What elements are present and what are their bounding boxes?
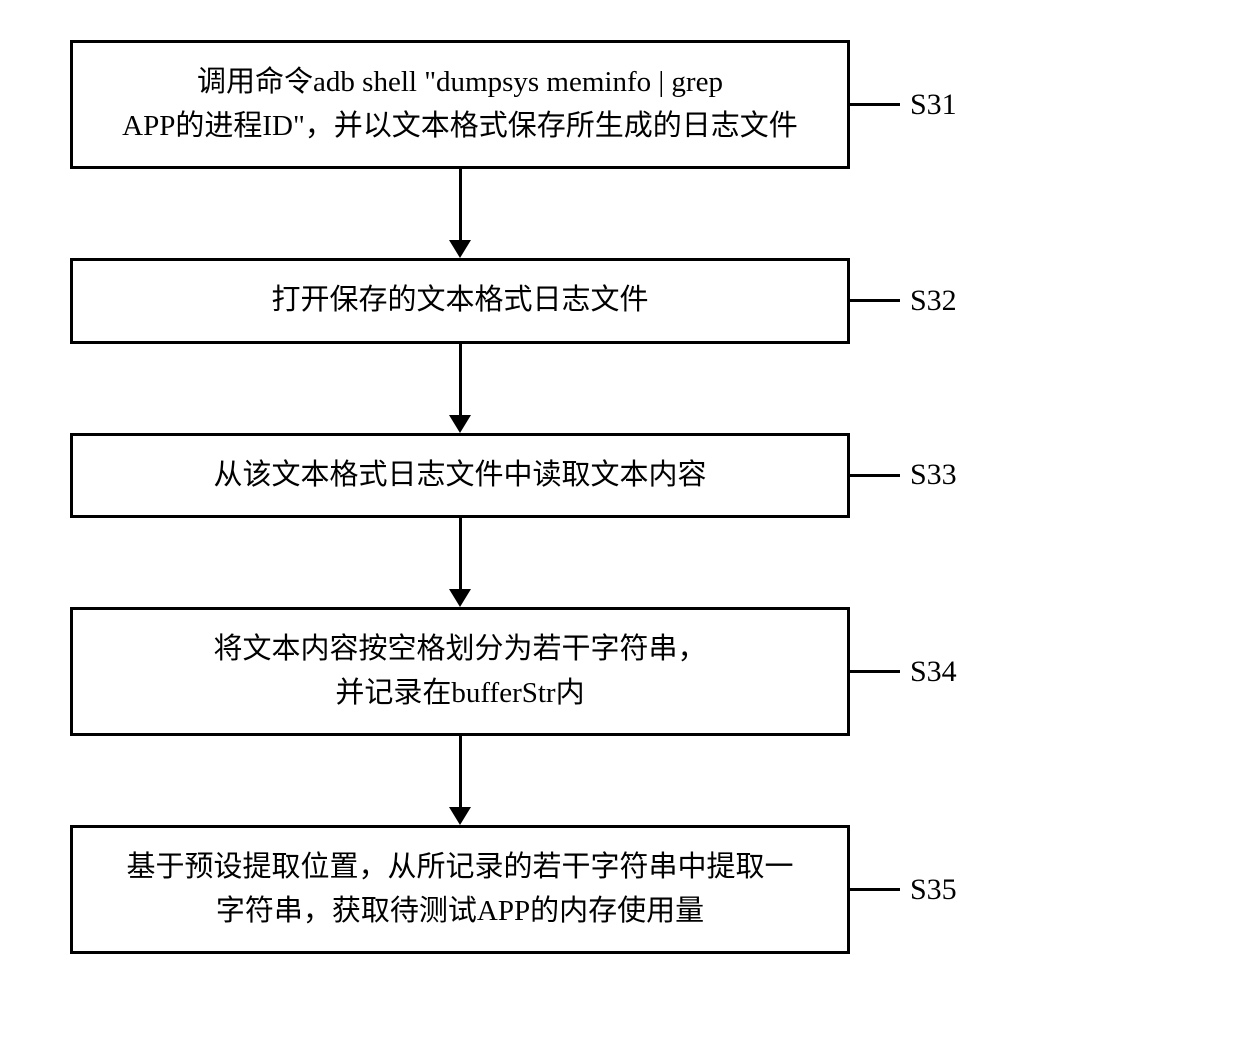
connector-line <box>459 736 462 808</box>
arrowhead-icon <box>449 807 471 825</box>
flow-step-box-s33: 从该文本格式日志文件中读取文本内容 <box>70 433 850 519</box>
flow-step-box-s32: 打开保存的文本格式日志文件 <box>70 258 850 344</box>
flow-step-row: 打开保存的文本格式日志文件 S32 <box>70 258 1170 344</box>
arrowhead-icon <box>449 240 471 258</box>
step-label-wrap: S33 <box>850 458 957 492</box>
step-label: S31 <box>910 88 957 122</box>
arrow-connector <box>70 736 850 825</box>
label-tick <box>850 103 900 106</box>
connector-line <box>459 169 462 241</box>
step-text-line: 从该文本格式日志文件中读取文本内容 <box>213 454 706 498</box>
connector-row <box>70 169 1170 258</box>
step-text-line: 打开保存的文本格式日志文件 <box>271 279 648 323</box>
flow-step-box-s35: 基于预设提取位置，从所记录的若干字符串中提取一 字符串，获取待测试APP的内存使… <box>70 825 850 954</box>
step-label-wrap: S35 <box>850 873 957 907</box>
connector-row <box>70 518 1170 607</box>
label-tick <box>850 474 900 477</box>
flowchart-container: 调用命令adb shell "dumpsys meminfo | grep AP… <box>70 40 1170 954</box>
flow-step-box-s31: 调用命令adb shell "dumpsys meminfo | grep AP… <box>70 40 850 169</box>
step-label: S34 <box>910 655 957 689</box>
connector-line <box>459 518 462 590</box>
step-text-line: 字符串，获取待测试APP的内存使用量 <box>216 895 704 927</box>
step-label-wrap: S34 <box>850 655 957 689</box>
step-text-line: 基于预设提取位置，从所记录的若干字符串中提取一 <box>126 851 793 883</box>
step-text-line: APP的进程ID"，并以文本格式保存所生成的日志文件 <box>122 110 798 142</box>
step-label-wrap: S31 <box>850 88 957 122</box>
flow-step-row: 调用命令adb shell "dumpsys meminfo | grep AP… <box>70 40 1170 169</box>
label-tick <box>850 299 900 302</box>
arrowhead-icon <box>449 589 471 607</box>
label-tick <box>850 888 900 891</box>
flow-step-row: 从该文本格式日志文件中读取文本内容 S33 <box>70 433 1170 519</box>
connector-line <box>459 344 462 416</box>
arrowhead-icon <box>449 415 471 433</box>
step-label-wrap: S32 <box>850 284 957 318</box>
step-label: S35 <box>910 873 957 907</box>
flow-step-row: 将文本内容按空格划分为若干字符串， 并记录在bufferStr内 S34 <box>70 607 1170 736</box>
arrow-connector <box>70 169 850 258</box>
step-label: S33 <box>910 458 957 492</box>
flow-step-row: 基于预设提取位置，从所记录的若干字符串中提取一 字符串，获取待测试APP的内存使… <box>70 825 1170 954</box>
step-text-line: 调用命令adb shell "dumpsys meminfo | grep <box>197 66 723 98</box>
step-text-line: 并记录在bufferStr内 <box>335 677 584 709</box>
arrow-connector <box>70 344 850 433</box>
label-tick <box>850 670 900 673</box>
connector-row <box>70 344 1170 433</box>
connector-row <box>70 736 1170 825</box>
step-label: S32 <box>910 284 957 318</box>
flow-step-box-s34: 将文本内容按空格划分为若干字符串， 并记录在bufferStr内 <box>70 607 850 736</box>
arrow-connector <box>70 518 850 607</box>
step-text-line: 将文本内容按空格划分为若干字符串， <box>213 633 706 665</box>
